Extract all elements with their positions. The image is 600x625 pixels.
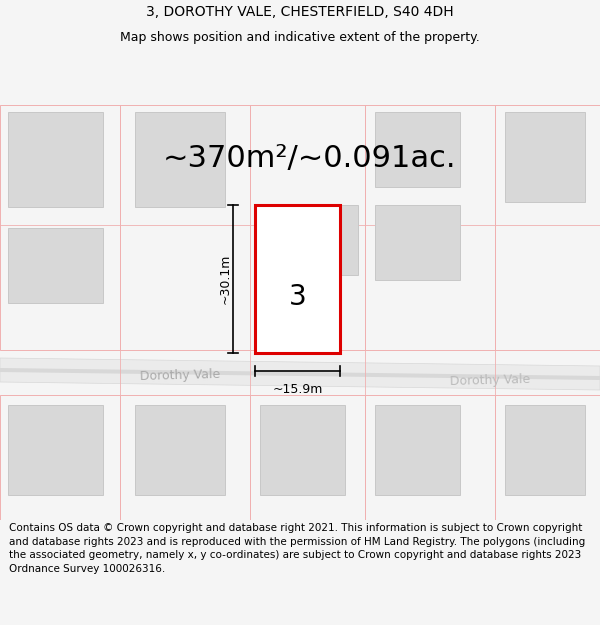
Polygon shape <box>0 358 600 390</box>
Bar <box>8 112 103 207</box>
Text: ~370m²/~0.091ac.: ~370m²/~0.091ac. <box>163 144 457 172</box>
Bar <box>0 395 120 520</box>
Bar <box>8 405 103 495</box>
Bar <box>0 105 120 350</box>
Bar <box>310 205 358 275</box>
Bar <box>505 112 585 202</box>
Bar <box>135 405 225 495</box>
Text: Dorothy Vale: Dorothy Vale <box>140 368 220 382</box>
Bar <box>120 105 250 350</box>
Bar <box>260 405 345 495</box>
Text: ~30.1m: ~30.1m <box>218 254 232 304</box>
Bar <box>375 112 460 187</box>
Bar <box>250 395 365 520</box>
Bar <box>8 228 103 303</box>
Bar <box>375 405 460 495</box>
Polygon shape <box>0 368 600 380</box>
Bar <box>365 395 495 520</box>
Text: ~15.9m: ~15.9m <box>272 383 323 396</box>
Text: Dorothy Vale: Dorothy Vale <box>449 372 530 388</box>
Bar <box>505 405 585 495</box>
Text: Contains OS data © Crown copyright and database right 2021. This information is : Contains OS data © Crown copyright and d… <box>9 523 585 574</box>
Bar <box>495 395 600 520</box>
Bar <box>135 112 225 207</box>
Bar <box>375 205 460 280</box>
Text: Map shows position and indicative extent of the property.: Map shows position and indicative extent… <box>120 31 480 44</box>
Bar <box>495 105 600 350</box>
Bar <box>120 395 250 520</box>
Text: 3: 3 <box>289 282 307 311</box>
Bar <box>365 105 495 350</box>
Bar <box>250 105 365 350</box>
Bar <box>255 205 340 353</box>
Text: 3, DOROTHY VALE, CHESTERFIELD, S40 4DH: 3, DOROTHY VALE, CHESTERFIELD, S40 4DH <box>146 6 454 19</box>
